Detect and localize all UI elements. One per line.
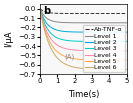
Ab-TNF-α (39, 8, 41, 9)
Level 2 (110, 32, 112, 33)
Level 3 (91, 41, 92, 42)
Level 4 (91, 50, 92, 51)
Ab-TNF-α (86, 13, 88, 14)
Y-axis label: I/μA: I/μA (4, 31, 13, 47)
Level 4 (81, 50, 82, 51)
Level 4 (39, 8, 41, 10)
Level 5 (39, 8, 41, 10)
Level 6 (80, 68, 82, 69)
Level 4 (124, 50, 125, 51)
Ab-TNF-α (110, 13, 112, 14)
Ab-TNF-α (124, 13, 125, 14)
Level 2 (124, 32, 125, 33)
X-axis label: Time(s): Time(s) (68, 90, 99, 99)
Level 3 (126, 41, 127, 42)
Level 1 (91, 22, 92, 23)
Line: Level 4: Level 4 (40, 9, 127, 51)
Ab-TNF-α (126, 13, 127, 14)
Level 5 (110, 59, 112, 61)
Level 1 (86, 22, 88, 23)
Text: (A): (A) (64, 54, 74, 60)
Text: b: b (43, 6, 51, 16)
Level 1 (124, 22, 125, 23)
Level 2 (126, 32, 127, 33)
Level 4 (86, 50, 88, 51)
Level 6 (126, 69, 127, 70)
Line: Level 3: Level 3 (40, 9, 127, 42)
Level 3 (80, 41, 82, 42)
Line: Level 2: Level 2 (40, 9, 127, 32)
Level 6 (91, 68, 92, 70)
Level 2 (80, 31, 82, 33)
Ab-TNF-α (91, 13, 92, 14)
Level 3 (86, 41, 88, 42)
Level 6 (86, 68, 88, 69)
Level 5 (91, 59, 92, 60)
Level 6 (81, 68, 82, 69)
Level 4 (80, 50, 82, 51)
Level 2 (86, 32, 88, 33)
Ab-TNF-α (81, 13, 82, 14)
Level 4 (126, 50, 127, 51)
Level 6 (39, 8, 41, 10)
Level 3 (110, 41, 112, 42)
Level 3 (81, 41, 82, 42)
Legend: Ab-TNF-α, Level 1, Level 2, Level 3, Level 4, Level 5, Level 6: Ab-TNF-α, Level 1, Level 2, Level 3, Lev… (83, 25, 125, 72)
Level 5 (86, 59, 88, 60)
Level 4 (110, 50, 112, 51)
Level 1 (110, 22, 112, 23)
Level 3 (124, 41, 125, 42)
Level 2 (91, 32, 92, 33)
Line: Level 5: Level 5 (40, 9, 127, 60)
Level 2 (39, 8, 41, 9)
Level 5 (81, 59, 82, 60)
Level 1 (80, 22, 82, 23)
Level 5 (80, 59, 82, 60)
Line: Level 1: Level 1 (40, 9, 127, 23)
Line: Ab-TNF-α: Ab-TNF-α (40, 9, 127, 13)
Level 6 (110, 69, 112, 70)
Level 3 (39, 8, 41, 9)
Level 6 (124, 69, 125, 70)
Level 1 (81, 22, 82, 23)
Level 1 (126, 22, 127, 23)
Level 5 (126, 60, 127, 61)
Line: Level 6: Level 6 (40, 9, 127, 69)
Level 5 (124, 60, 125, 61)
Level 2 (81, 32, 82, 33)
Level 1 (39, 8, 41, 9)
Ab-TNF-α (80, 13, 82, 14)
